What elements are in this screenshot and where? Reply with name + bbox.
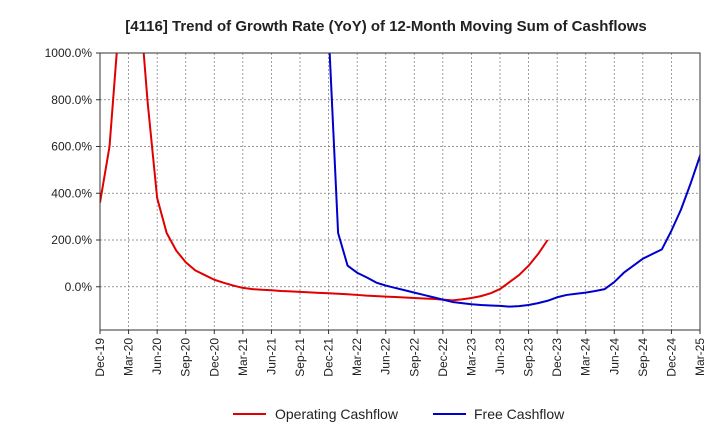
x-tick-label: Dec-22 bbox=[436, 338, 450, 377]
series-lines bbox=[100, 53, 700, 308]
legend-label-operating: Operating Cashflow bbox=[275, 406, 399, 422]
x-tick-label: Mar-23 bbox=[464, 338, 478, 376]
x-tick-label: Jun-22 bbox=[379, 338, 393, 375]
x-tick-label: Dec-21 bbox=[322, 338, 336, 377]
x-tick-label: Jun-20 bbox=[150, 338, 164, 375]
y-tick-label: 800.0% bbox=[51, 93, 92, 107]
x-tick-label: Dec-24 bbox=[664, 338, 678, 377]
x-tick-label: Jun-23 bbox=[493, 338, 507, 375]
legend-label-free: Free Cashflow bbox=[474, 406, 565, 422]
x-tick-label: Dec-20 bbox=[207, 338, 221, 377]
chart-title: [4116] Trend of Growth Rate (YoY) of 12-… bbox=[125, 18, 646, 35]
y-tick-label: 200.0% bbox=[51, 233, 92, 247]
y-axis: 1000.0% 800.0% 600.0% 400.0% 200.0% 0.0% bbox=[45, 46, 100, 294]
y-tick-label: 0.0% bbox=[65, 280, 93, 294]
y-tick-label: 600.0% bbox=[51, 140, 92, 154]
x-tick-label: Sep-23 bbox=[522, 338, 536, 377]
x-tick-label: Sep-24 bbox=[636, 338, 650, 377]
x-tick-label: Jun-21 bbox=[264, 338, 278, 375]
operating-cashflow-line bbox=[100, 53, 549, 302]
y-tick-label: 1000.0% bbox=[45, 46, 93, 60]
x-tick-label: Mar-20 bbox=[122, 338, 136, 376]
x-tick-label: Sep-21 bbox=[293, 338, 307, 377]
x-tick-label: Sep-22 bbox=[407, 338, 421, 377]
free-cashflow-line bbox=[328, 53, 700, 308]
x-tick-label: Mar-24 bbox=[579, 338, 593, 376]
x-axis: Dec-19 Mar-20 Jun-20 Sep-20 Dec-20 Mar-21 Jun-… bbox=[93, 330, 707, 377]
x-tick-label: Mar-25 bbox=[693, 338, 707, 376]
x-tick-label: Dec-19 bbox=[93, 338, 107, 377]
plot-frame bbox=[99, 52, 701, 331]
x-tick-label: Mar-22 bbox=[350, 338, 364, 376]
x-tick-label: Dec-23 bbox=[550, 338, 564, 377]
x-tick-label: Jun-24 bbox=[607, 338, 621, 375]
y-tick-label: 400.0% bbox=[51, 186, 92, 200]
x-tick-label: Mar-21 bbox=[236, 338, 250, 376]
x-tick-label: Sep-20 bbox=[179, 338, 193, 377]
legend: Operating Cashflow Free Cashflow bbox=[233, 406, 565, 422]
